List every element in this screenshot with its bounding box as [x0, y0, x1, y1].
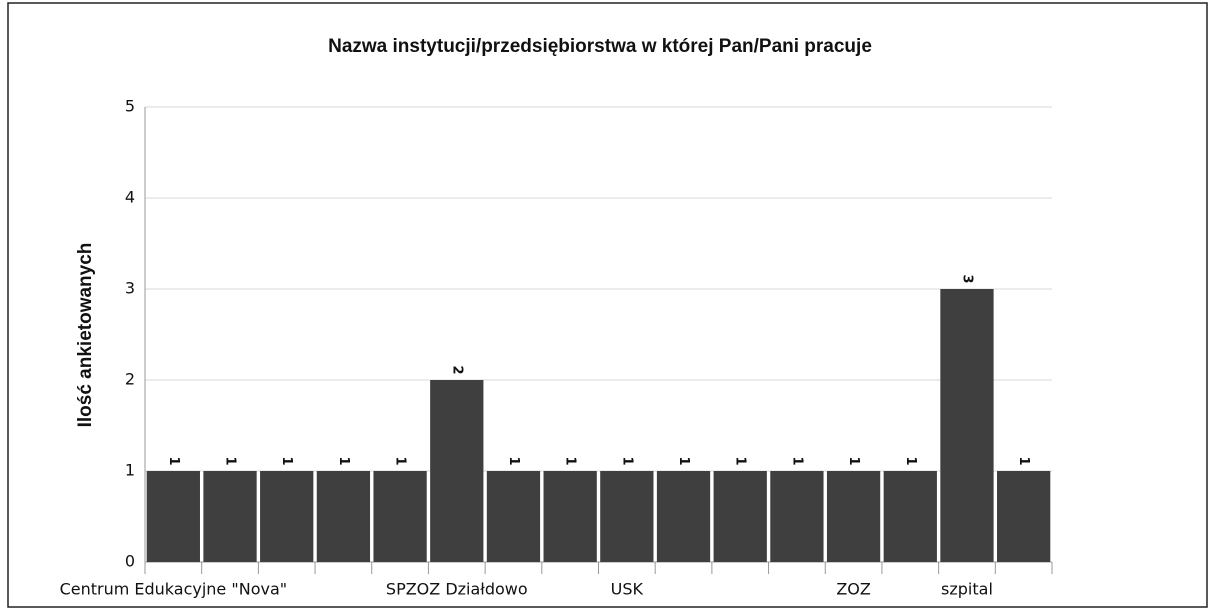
value-label: 2	[449, 365, 464, 374]
bar	[826, 471, 881, 562]
value-label: 1	[393, 456, 408, 465]
y-tick-label: 3	[125, 279, 135, 298]
bar	[373, 471, 427, 562]
x-tick-label: Centrum Edukacyjne "Nova"	[60, 580, 288, 599]
value-label: 1	[336, 456, 351, 465]
value-label: 1	[1016, 456, 1031, 465]
bar	[940, 289, 994, 562]
bar	[600, 471, 654, 562]
bar	[713, 471, 767, 562]
y-tick-label: 5	[125, 97, 135, 116]
value-label: 1	[506, 456, 521, 465]
bar	[543, 471, 597, 562]
y-tick-label: 1	[125, 461, 135, 480]
bar	[486, 471, 541, 562]
value-label: 1	[563, 456, 578, 465]
bar	[260, 471, 314, 562]
chart-title: Nazwa instytucji/przedsiębiorstwa w któr…	[328, 36, 872, 57]
value-label: 1	[166, 456, 181, 465]
value-label: 3	[959, 274, 974, 283]
y-axis-label: Ilość ankietowanych	[75, 243, 96, 428]
x-tick-label: szpital	[941, 580, 993, 599]
bar	[146, 471, 200, 562]
value-label: 1	[733, 456, 748, 465]
bar	[656, 471, 711, 562]
value-label: 1	[846, 456, 861, 465]
value-label: 1	[223, 456, 238, 465]
bar	[316, 471, 371, 562]
bar	[770, 471, 824, 562]
value-label: 1	[279, 456, 294, 465]
bar	[430, 380, 484, 562]
x-tick-label: USK	[611, 580, 644, 599]
value-label: 1	[903, 456, 918, 465]
x-tick-label: ZOZ	[836, 580, 871, 599]
x-tick-label: SPZOZ Działdowo	[386, 580, 528, 599]
bar	[883, 471, 937, 562]
y-tick-label: 2	[125, 370, 135, 389]
y-tick-label: 4	[125, 188, 135, 207]
y-tick-label: 0	[125, 552, 135, 571]
value-label: 1	[619, 456, 634, 465]
value-label: 1	[789, 456, 804, 465]
value-label: 1	[676, 456, 691, 465]
bar	[203, 471, 257, 562]
bar	[997, 471, 1051, 562]
